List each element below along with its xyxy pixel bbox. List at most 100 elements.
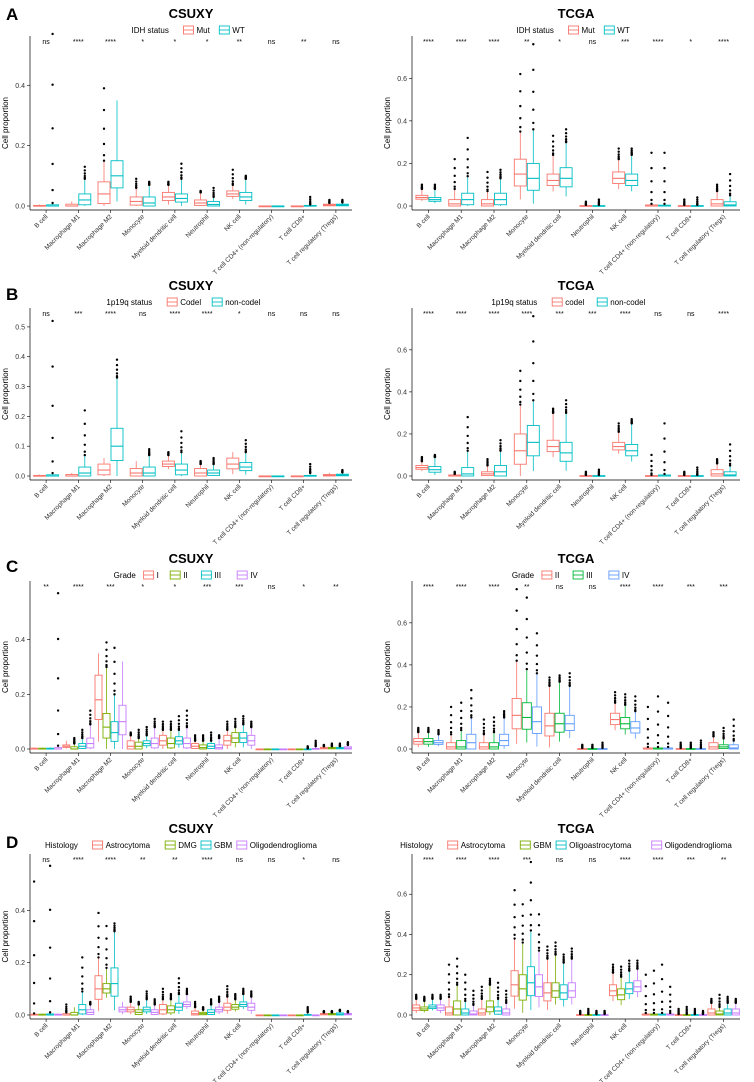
- outlier-point: [460, 701, 463, 704]
- x-tick-label: NK cell: [223, 756, 243, 776]
- outlier-point: [105, 665, 108, 669]
- outlier-point: [226, 990, 229, 994]
- outlier-point: [525, 596, 528, 599]
- panel-D-csuxy: D CSUXY Histology Astrocytoma DMG GBM Oligoden…: [1, 821, 352, 1082]
- outlier-point: [470, 688, 473, 692]
- outlier-point: [135, 177, 138, 181]
- x-tick-label: NK cell: [223, 483, 243, 503]
- box: [513, 433, 527, 465]
- outlier-point: [464, 973, 467, 976]
- x-tick-label: B cell: [416, 756, 433, 773]
- significance-label: *: [238, 311, 241, 318]
- outlier-point: [322, 743, 326, 747]
- significance-label: **: [301, 39, 307, 46]
- outlier-point: [617, 153, 620, 156]
- outlier-point: [83, 434, 87, 437]
- box: [544, 712, 555, 737]
- outlier-point: [499, 173, 502, 176]
- outlier-point: [51, 83, 54, 86]
- significance-label: ****: [456, 857, 467, 864]
- box: [469, 1010, 478, 1016]
- outlier-point: [504, 989, 508, 993]
- outlier-point: [135, 180, 138, 183]
- outlier-point: [51, 404, 54, 408]
- significance-label: ***: [203, 584, 211, 591]
- outlier-point: [201, 735, 205, 739]
- outlier-point: [693, 1007, 697, 1011]
- outlier-point: [137, 734, 140, 738]
- outlier-point: [699, 741, 703, 744]
- box: [199, 744, 208, 750]
- outlier-point: [346, 740, 350, 744]
- box: [546, 439, 560, 453]
- outlier-point: [105, 924, 108, 928]
- box: [518, 974, 527, 1001]
- panel-letter: D: [6, 833, 18, 852]
- outlier-point: [504, 1000, 508, 1004]
- outlier-point: [453, 185, 456, 188]
- outlier-point: [677, 1007, 680, 1011]
- outlier-point: [696, 470, 699, 473]
- legend: Histology Astrocytoma GBM Oligoastrocytoma O…: [400, 840, 732, 850]
- outlier-point: [696, 466, 699, 469]
- outlier-point: [180, 167, 183, 170]
- y-axis-label: Cell proportion: [383, 368, 392, 420]
- box: [494, 192, 507, 206]
- outlier-point: [666, 726, 670, 729]
- outlier-point: [668, 1011, 672, 1015]
- outlier-point: [650, 198, 653, 202]
- outlier-point: [660, 1011, 664, 1015]
- outlier-point: [420, 455, 424, 459]
- y-tick-label: 0.6: [397, 620, 407, 627]
- outlier-point: [433, 453, 437, 457]
- outlier-point: [548, 678, 551, 682]
- outlier-point: [499, 444, 502, 448]
- outlier-point: [472, 989, 475, 993]
- outlier-point: [137, 1000, 140, 1004]
- outlier-point: [81, 982, 84, 985]
- y-axis-label: Cell proportion: [1, 97, 10, 149]
- outlier-point: [177, 991, 181, 995]
- outlier-point: [532, 399, 535, 402]
- outlier-point: [472, 993, 475, 997]
- legend-label: Astrocytoma: [106, 841, 151, 850]
- outlier-point: [81, 987, 84, 991]
- outlier-point: [56, 744, 60, 747]
- legend: 1p19q status codel non-codel: [491, 297, 646, 307]
- outlier-point: [65, 1007, 68, 1011]
- significance-label: ****: [456, 584, 467, 591]
- outlier-point: [453, 180, 456, 184]
- outlier-point: [250, 722, 253, 725]
- outlier-point: [663, 437, 666, 440]
- outlier-point: [564, 402, 568, 406]
- outlier-point: [244, 174, 247, 178]
- legend-title: Histology: [400, 841, 433, 850]
- significance-label: ***: [556, 311, 564, 318]
- outlier-point: [51, 319, 54, 323]
- outlier-point: [83, 450, 87, 453]
- outlier-point: [129, 731, 132, 734]
- outlier-point: [169, 725, 173, 728]
- outlier-point: [666, 735, 670, 738]
- significance-label: **: [237, 39, 243, 46]
- outlier-point: [460, 716, 463, 720]
- outlier-point: [685, 1005, 688, 1009]
- legend-title: Grade: [114, 571, 137, 580]
- outlier-point: [722, 734, 725, 738]
- outlier-point: [532, 361, 535, 365]
- box: [499, 733, 510, 747]
- box: [207, 201, 221, 207]
- box: [625, 444, 639, 457]
- outlier-point: [250, 720, 253, 723]
- outlier-point: [153, 998, 156, 1001]
- outlier-point: [617, 157, 620, 160]
- x-tick-label: T cell CD8+: [665, 483, 694, 512]
- outlier-point: [644, 1008, 648, 1012]
- outlier-point: [630, 150, 633, 154]
- outlier-point: [728, 189, 732, 192]
- outlier-point: [628, 965, 631, 968]
- outlier-point: [129, 995, 132, 998]
- y-tick-label: 0.1: [15, 444, 25, 451]
- outlier-point: [81, 731, 84, 734]
